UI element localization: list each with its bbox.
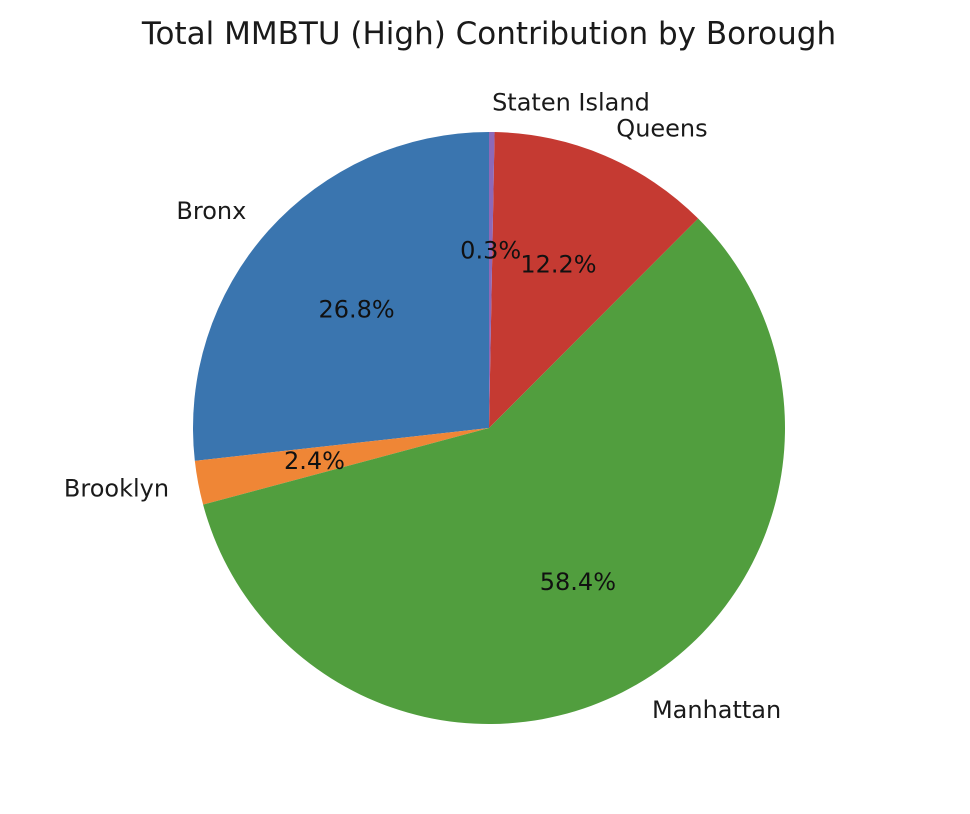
pie-percent-labels: 26.8% 2.4% 58.4% 12.2%0.3%	[284, 236, 616, 595]
pie-slice-brooklyn	[194, 428, 489, 505]
pie-percent-label-queens: 12.2%	[520, 251, 596, 279]
pie-slices	[192, 132, 785, 725]
chart-title: Total MMBTU (High) Contribution by Borou…	[141, 16, 836, 52]
pie-slice-bronx	[192, 132, 489, 461]
pie-category-label-queens: Queens	[616, 114, 707, 142]
pie-percent-label-brooklyn: 2.4%	[284, 447, 345, 475]
pie-percent-label-staten-island: 0.3%	[460, 236, 521, 264]
pie-percent-label-bronx: 26.8%	[318, 296, 394, 324]
pie-percent-label-manhattan: 58.4%	[540, 568, 616, 596]
pie-slice-staten-island	[489, 132, 495, 428]
pie-category-label-brooklyn: Brooklyn	[64, 474, 169, 502]
pie-category-label-manhattan: Manhattan	[652, 696, 781, 724]
pie-category-label-bronx: Bronx	[176, 197, 246, 225]
pie-category-label-staten-island: Staten Island	[492, 88, 650, 116]
pie-slice-manhattan	[203, 218, 785, 725]
pie-slice-queens	[489, 132, 699, 428]
